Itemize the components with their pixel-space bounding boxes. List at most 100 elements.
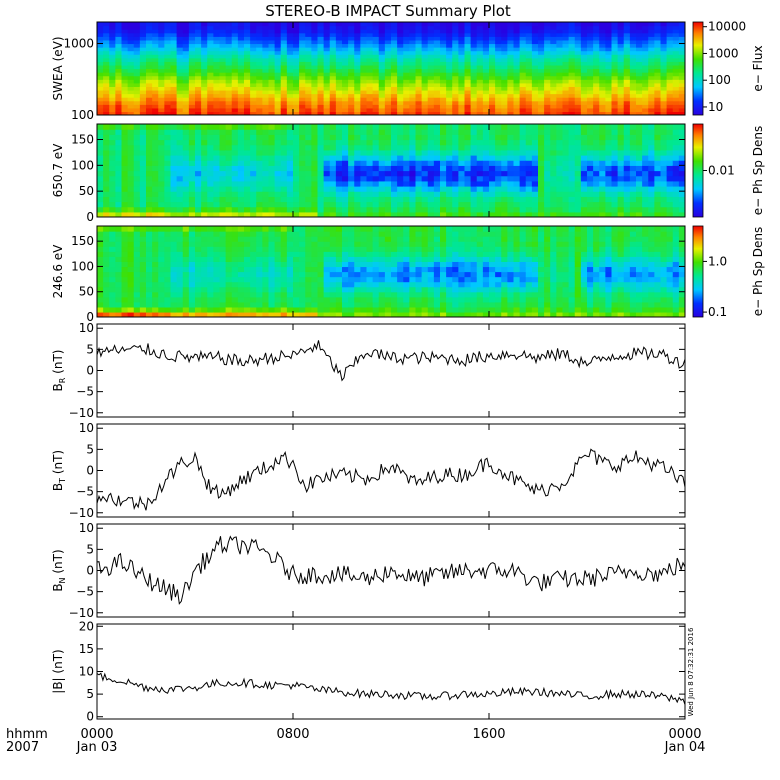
spectrogram-cell: [207, 266, 214, 273]
spectrogram-cell: [378, 93, 386, 98]
spectrogram-cell: [158, 236, 165, 242]
spectrogram-cell: [231, 39, 239, 45]
spectrogram-cell: [317, 39, 325, 45]
spectrogram-cell: [440, 100, 447, 105]
spectrogram-cell: [378, 111, 386, 115]
spectrogram-cell: [550, 139, 557, 146]
spectrogram-cell: [513, 111, 521, 115]
spectrogram-cell: [617, 86, 625, 91]
spectrogram-cell: [629, 129, 637, 135]
spectrogram-cell: [623, 86, 631, 91]
spectrogram-cell: [176, 276, 184, 283]
spectrogram-cell: [482, 39, 490, 45]
spectrogram-cell: [188, 226, 196, 232]
spectrogram-cell: [262, 134, 270, 141]
spectrogram-cell: [660, 124, 668, 130]
spectrogram-cell: [415, 139, 423, 146]
spectrogram-cell: [372, 93, 380, 98]
spectrogram-cell: [237, 61, 245, 66]
spectrogram-cell: [335, 241, 343, 247]
spectrogram-cell: [323, 89, 331, 95]
spectrogram-cell: [231, 139, 239, 146]
spectrogram-cell: [660, 180, 668, 187]
spectrogram-cell: [531, 72, 539, 77]
spectrogram-cell: [158, 32, 165, 37]
spectrogram-cell: [366, 149, 374, 156]
spectrogram-cell: [225, 201, 233, 208]
spectrogram-cell: [372, 89, 380, 95]
spectrogram-cell: [544, 165, 551, 172]
spectrogram-cell: [335, 100, 343, 105]
spectrogram-cell: [489, 191, 496, 197]
spectrogram-cell: [244, 68, 251, 73]
spectrogram-cell: [262, 281, 270, 288]
spectrogram-cell: [531, 100, 539, 105]
spectrogram-cell: [139, 301, 147, 308]
spectrogram-cell: [311, 246, 319, 252]
spectrogram-cell: [599, 47, 606, 52]
spectrogram-cell: [538, 134, 545, 141]
spectrogram-cell: [158, 149, 165, 156]
spectrogram-cell: [372, 180, 380, 187]
spectrogram-cell: [372, 139, 380, 146]
spectrogram-cell: [225, 25, 233, 30]
spectrogram-cell: [152, 261, 159, 268]
spectrogram-cell: [580, 61, 588, 66]
spectrogram-cell: [623, 111, 631, 115]
spectrogram-cell: [519, 211, 527, 217]
spectrogram-cell: [360, 22, 368, 27]
spectrogram-cell: [562, 86, 570, 91]
spectrogram-cell: [256, 82, 263, 87]
spectrogram-cell: [188, 306, 196, 313]
spectrogram-cell: [244, 82, 251, 87]
spectrogram-cell: [489, 111, 496, 115]
spectrogram-cell: [299, 57, 306, 62]
spectrogram-cell: [207, 241, 214, 247]
spectrogram-cell: [103, 144, 110, 151]
spectrogram-cell: [605, 134, 613, 141]
spectrogram-cell: [103, 165, 110, 172]
spectrogram-cell: [464, 22, 472, 27]
spectrogram-cell: [152, 271, 159, 278]
spectrogram-cell: [342, 201, 349, 208]
spectrogram-cell: [611, 104, 619, 109]
spectrogram-cell: [311, 281, 319, 288]
spectrogram-cell: [513, 25, 521, 30]
spectrogram-cell: [115, 139, 123, 146]
spectrogram-cell: [158, 75, 165, 80]
spectrogram-cell: [311, 134, 319, 141]
spectrogram-cell: [146, 241, 153, 247]
spectrogram-cell: [262, 155, 270, 161]
spectrogram-cell: [225, 107, 233, 113]
spectrogram-cell: [231, 266, 239, 273]
spectrogram-cell: [323, 144, 331, 151]
spectrogram-cell: [280, 251, 288, 257]
spectrogram-cell: [225, 271, 233, 278]
spectrogram-cell: [556, 61, 564, 66]
spectrogram-cell: [231, 170, 239, 177]
spectrogram-cell: [568, 206, 576, 213]
spectrogram-cell: [587, 170, 594, 177]
spectrogram-cell: [250, 160, 257, 166]
spectrogram-cell: [513, 186, 521, 192]
spectrogram-cell: [342, 175, 349, 182]
spectrogram-cell: [342, 100, 349, 105]
spectrogram-cell: [323, 261, 331, 268]
spectrogram-cell: [286, 104, 294, 109]
spectrogram-cell: [109, 54, 116, 59]
spectrogram-cell: [244, 39, 251, 45]
spectrogram-cell: [219, 149, 227, 156]
spectrogram-cell: [421, 54, 429, 59]
spectrogram-cell: [274, 107, 282, 113]
spectrogram-cell: [317, 111, 325, 115]
spectrogram-cell: [642, 64, 649, 70]
spectrogram-cell: [176, 160, 184, 166]
spectrogram-cell: [329, 276, 337, 283]
spectrogram-cell: [317, 32, 325, 37]
spectrogram-cell: [531, 149, 539, 156]
spectrogram-cell: [495, 134, 502, 141]
spectrogram-cell: [446, 22, 453, 27]
spectrogram-cell: [329, 43, 337, 48]
spectrogram-cell: [415, 68, 423, 73]
spectrogram-cell: [250, 281, 257, 288]
